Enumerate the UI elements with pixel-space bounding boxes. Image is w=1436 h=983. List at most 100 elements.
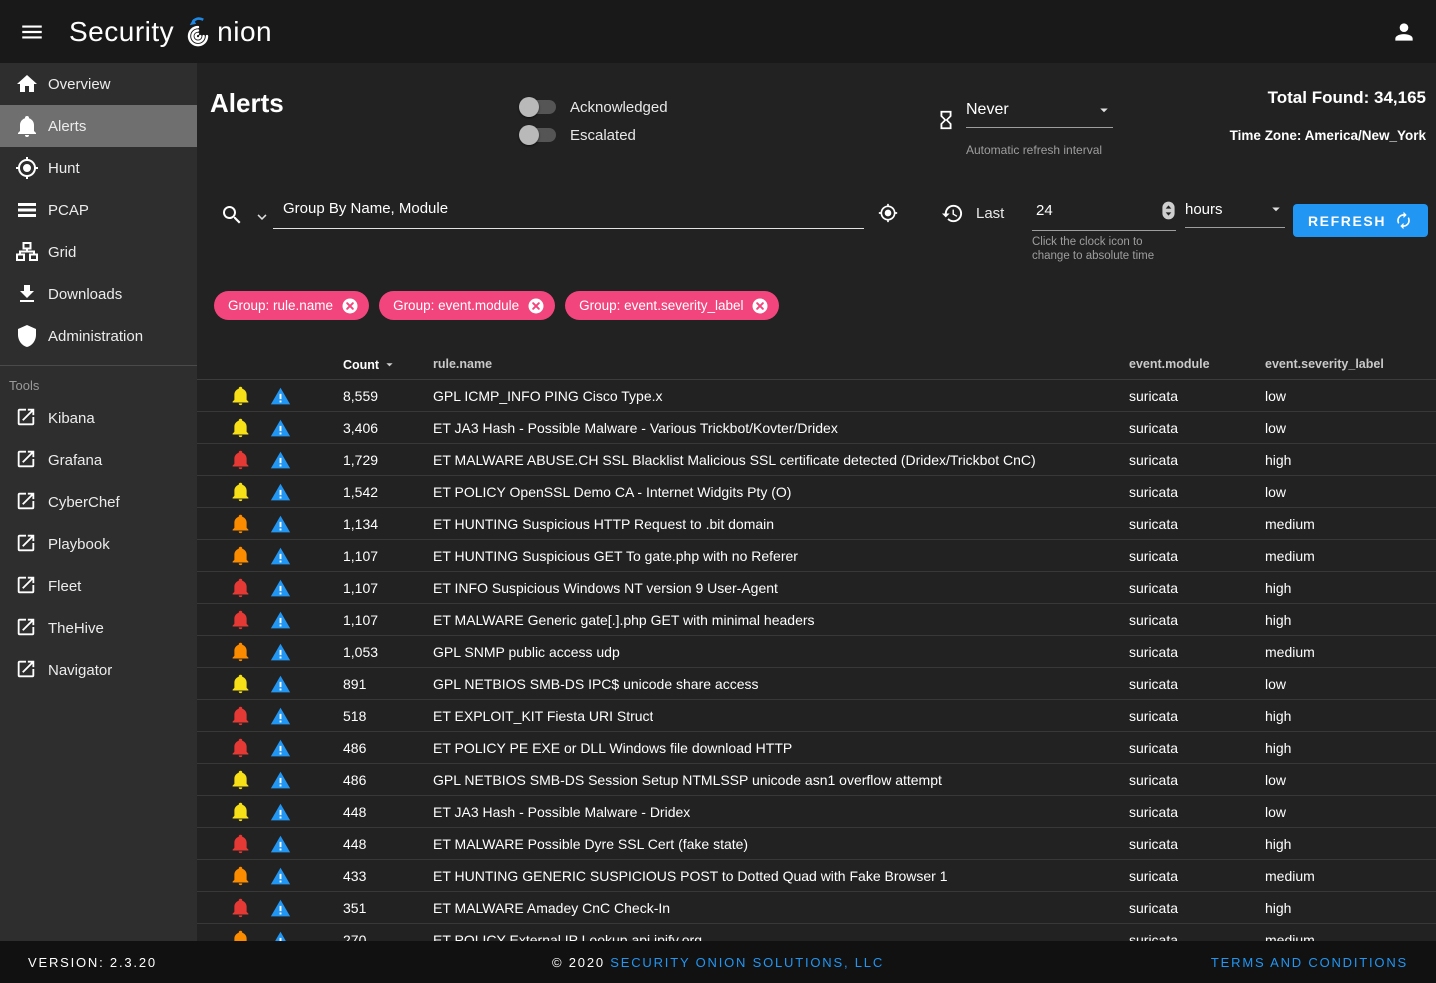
refresh-interval-select[interactable]: Never [966, 101, 1113, 128]
event-module-cell[interactable]: suricata [1129, 772, 1179, 788]
severity-cell[interactable]: low [1265, 484, 1287, 500]
crosshairs-gps-icon[interactable] [878, 203, 898, 223]
chip-group-rule-name[interactable]: Group: rule.name [214, 291, 370, 320]
severity-bell-icon[interactable] [230, 417, 251, 438]
sidebar-item-grid[interactable]: Grid [0, 231, 197, 273]
severity-bell-icon[interactable] [230, 385, 251, 406]
event-module-cell[interactable]: suricata [1129, 548, 1179, 564]
severity-cell[interactable]: low [1265, 420, 1287, 436]
alert-triangle-icon[interactable] [270, 930, 291, 941]
severity-bell-icon[interactable] [230, 481, 251, 502]
event-module-cell[interactable]: suricata [1129, 868, 1179, 884]
severity-cell[interactable]: high [1265, 740, 1292, 756]
rule-name-cell[interactable]: GPL NETBIOS SMB-DS IPC$ unicode share ac… [433, 676, 759, 692]
rule-name-cell[interactable]: ET POLICY External IP Lookup api.ipify.o… [433, 932, 703, 941]
sidebar-item-fleet[interactable]: Fleet [0, 565, 197, 607]
severity-cell[interactable]: high [1265, 452, 1292, 468]
alert-triangle-icon[interactable] [270, 802, 291, 823]
severity-cell[interactable]: high [1265, 580, 1292, 596]
event-module-cell[interactable]: suricata [1129, 708, 1179, 724]
count-cell[interactable]: 486 [343, 772, 367, 788]
count-cell[interactable]: 3,406 [343, 420, 379, 436]
severity-cell[interactable]: high [1265, 708, 1292, 724]
severity-cell[interactable]: medium [1265, 644, 1315, 660]
sidebar-item-alerts[interactable]: Alerts [0, 105, 197, 147]
severity-cell[interactable]: medium [1265, 868, 1315, 884]
count-cell[interactable]: 448 [343, 836, 367, 852]
escalated-toggle[interactable]: Escalated [519, 121, 668, 149]
sidebar-item-thehive[interactable]: TheHive [0, 607, 197, 649]
rule-name-cell[interactable]: GPL SNMP public access udp [433, 644, 620, 660]
severity-bell-icon[interactable] [230, 737, 251, 758]
severity-cell[interactable]: high [1265, 836, 1292, 852]
count-cell[interactable]: 1,107 [343, 580, 379, 596]
toggle-switch[interactable] [519, 125, 556, 145]
event-module-cell[interactable]: suricata [1129, 900, 1179, 916]
rule-name-cell[interactable]: ET MALWARE ABUSE.CH SSL Blacklist Malici… [433, 452, 1036, 468]
count-cell[interactable]: 1,107 [343, 612, 379, 628]
count-cell[interactable]: 891 [343, 676, 367, 692]
history-clock-icon[interactable] [941, 202, 964, 225]
column-header-event-module[interactable]: event.module [1129, 357, 1210, 371]
sidebar-item-administration[interactable]: Administration [0, 315, 197, 357]
severity-bell-icon[interactable] [230, 641, 251, 662]
severity-bell-icon[interactable] [230, 705, 251, 726]
alert-triangle-icon[interactable] [270, 738, 291, 759]
rule-name-cell[interactable]: ET HUNTING GENERIC SUSPICIOUS POST to Do… [433, 868, 948, 884]
rule-name-cell[interactable]: ET EXPLOIT_KIT Fiesta URI Struct [433, 708, 654, 724]
event-module-cell[interactable]: suricata [1129, 580, 1179, 596]
severity-cell[interactable]: low [1265, 772, 1287, 788]
severity-cell[interactable]: medium [1265, 932, 1315, 941]
rule-name-cell[interactable]: ET POLICY PE EXE or DLL Windows file dow… [433, 740, 793, 756]
rule-name-cell[interactable]: GPL ICMP_INFO PING Cisco Type.x [433, 388, 663, 404]
rule-name-cell[interactable]: ET HUNTING Suspicious HTTP Request to .b… [433, 516, 775, 532]
severity-bell-icon[interactable] [230, 673, 251, 694]
alert-triangle-icon[interactable] [270, 770, 291, 791]
alert-triangle-icon[interactable] [270, 674, 291, 695]
alert-triangle-icon[interactable] [270, 578, 291, 599]
alert-triangle-icon[interactable] [270, 898, 291, 919]
event-module-cell[interactable]: suricata [1129, 612, 1179, 628]
severity-bell-icon[interactable] [230, 929, 251, 941]
count-cell[interactable]: 1,729 [343, 452, 379, 468]
severity-bell-icon[interactable] [230, 513, 251, 534]
event-module-cell[interactable]: suricata [1129, 452, 1179, 468]
severity-bell-icon[interactable] [230, 545, 251, 566]
rule-name-cell[interactable]: ET POLICY OpenSSL Demo CA - Internet Wid… [433, 484, 792, 500]
alert-triangle-icon[interactable] [270, 450, 291, 471]
count-cell[interactable]: 1,107 [343, 548, 379, 564]
count-cell[interactable]: 448 [343, 804, 367, 820]
severity-bell-icon[interactable] [230, 865, 251, 886]
severity-cell[interactable]: medium [1265, 516, 1315, 532]
alert-triangle-icon[interactable] [270, 866, 291, 887]
column-header-rule-name[interactable]: rule.name [433, 357, 493, 371]
severity-cell[interactable]: high [1265, 900, 1292, 916]
sidebar-item-overview[interactable]: Overview [0, 63, 197, 105]
search-options-chevron-down-icon[interactable] [253, 208, 271, 226]
sidebar-item-cyberchef[interactable]: CyberChef [0, 481, 197, 523]
sidebar-item-hunt[interactable]: Hunt [0, 147, 197, 189]
count-cell[interactable]: 351 [343, 900, 367, 916]
alert-triangle-icon[interactable] [270, 514, 291, 535]
event-module-cell[interactable]: suricata [1129, 836, 1179, 852]
sidebar-item-kibana[interactable]: Kibana [0, 397, 197, 439]
count-cell[interactable]: 486 [343, 740, 367, 756]
chip-group-event-module[interactable]: Group: event.module [379, 291, 556, 320]
severity-bell-icon[interactable] [230, 577, 251, 598]
event-module-cell[interactable]: suricata [1129, 516, 1179, 532]
event-module-cell[interactable]: suricata [1129, 676, 1179, 692]
duration-input[interactable] [1036, 202, 1136, 219]
alert-triangle-icon[interactable] [270, 706, 291, 727]
severity-bell-icon[interactable] [230, 609, 251, 630]
count-cell[interactable]: 270 [343, 932, 367, 941]
close-circle-icon[interactable] [751, 297, 769, 315]
count-cell[interactable]: 8,559 [343, 388, 379, 404]
count-cell[interactable]: 1,134 [343, 516, 379, 532]
alert-triangle-icon[interactable] [270, 482, 291, 503]
count-cell[interactable]: 433 [343, 868, 367, 884]
alert-triangle-icon[interactable] [270, 418, 291, 439]
rule-name-cell[interactable]: GPL NETBIOS SMB-DS Session Setup NTMLSSP… [433, 772, 942, 788]
sidebar-item-grafana[interactable]: Grafana [0, 439, 197, 481]
number-stepper-icon[interactable] [1161, 200, 1176, 221]
severity-bell-icon[interactable] [230, 833, 251, 854]
